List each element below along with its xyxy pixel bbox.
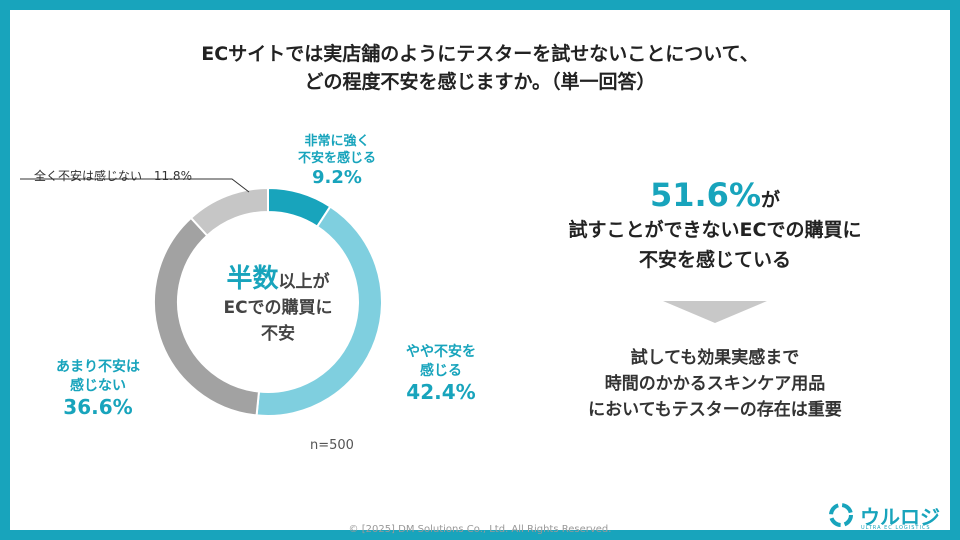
conclusion-panel: 51.6%が 試すことができないECでの購買に 不安を感じている 試しても効果実…: [480, 179, 950, 423]
donut-chart: [20, 178, 383, 417]
conclusion-line-3: 不安を感じている: [638, 249, 791, 271]
label-notmuch-line-1: あまり不安は: [56, 359, 140, 375]
title-line-2: どの程度不安を感じますか。（単一回答）: [304, 71, 656, 93]
label-strong-line-2: 不安を感じる: [297, 151, 376, 166]
conclusion-suffix: が: [761, 189, 781, 211]
slice-no-anxiety: [189, 186, 269, 238]
label-some-line-1: やや不安を: [406, 344, 476, 360]
none-leader-line: [20, 178, 250, 193]
label-some-line-2: 感じる: [420, 363, 462, 379]
company-logo: ウルロジ ULTRA EC LOGISTICS: [828, 498, 954, 534]
title-line-1: ECサイトでは実店舗のようにテスターを試せないことについて、: [201, 43, 759, 65]
note-line-3: においてもテスターの存在は重要: [588, 400, 842, 420]
center-line-3: 不安: [261, 324, 295, 344]
conclusion-headline: 51.6%が 試すことができないECでの購買に 不安を感じている: [480, 179, 950, 275]
label-notmuch-line-2: 感じない: [70, 378, 126, 394]
label-none-pct: 11.8%: [153, 169, 192, 183]
note-line-2: 時間のかかるスキンケア用品: [604, 374, 826, 394]
label-some-anxiety: やや不安を 感じる 42.4%: [395, 343, 487, 402]
label-none-text: 全く不安は感じない: [34, 169, 143, 183]
question-title: ECサイトでは実店舗のようにテスターを試せないことについて、 どの程度不安を感じ…: [10, 40, 950, 96]
donut-center-text: 半数以上が ECでの購買に 不安: [188, 266, 368, 347]
label-some-pct: 42.4%: [406, 380, 476, 404]
center-rest: 以上が: [278, 272, 330, 292]
label-strong-pct: 9.2%: [312, 167, 362, 188]
logo-ring-icon: [829, 503, 853, 527]
logo-name: ウルロジ: [860, 505, 940, 529]
label-not-much-anxiety: あまり不安は 感じない 36.6%: [38, 358, 158, 417]
label-notmuch-pct: 36.6%: [63, 395, 133, 419]
label-strong-anxiety: 非常に強く 不安を感じる 9.2%: [272, 133, 402, 188]
conclusion-big-number: 51.6%: [649, 176, 761, 214]
copyright-footer: © [2025] DM Solutions Co., Ltd. All Righ…: [348, 524, 612, 535]
conclusion-line-2: 試すことができないECでの購買に: [568, 219, 862, 241]
center-line-2: ECでの購買に: [223, 298, 333, 318]
note-line-1: 試しても効果実感まで: [630, 348, 800, 368]
sample-size: n=500: [310, 438, 354, 453]
note-text: 試しても効果実感まで 時間のかかるスキンケア用品 においてもテスターの存在は重要: [480, 345, 950, 423]
label-no-anxiety: 全く不安は感じない 11.8%: [34, 167, 254, 184]
label-strong-line-1: 非常に強く: [304, 134, 370, 149]
down-arrow-icon: [663, 301, 767, 323]
center-emphasis: 半数: [226, 264, 279, 294]
logo-tagline: ULTRA EC LOGISTICS: [861, 525, 931, 531]
